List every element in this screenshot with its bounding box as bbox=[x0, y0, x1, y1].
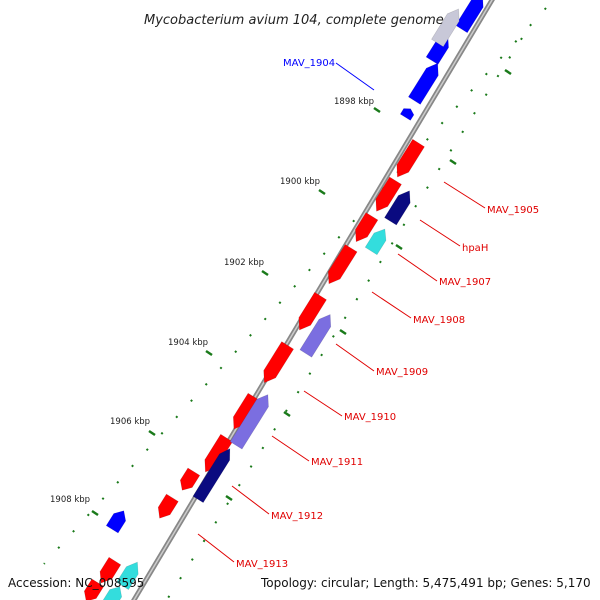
label-connectors bbox=[197, 62, 486, 563]
label-connector bbox=[397, 253, 438, 282]
navy-gene-arrow[interactable] bbox=[192, 448, 231, 504]
label-connector bbox=[335, 62, 375, 91]
gene-label-mav-1910[interactable]: MAV_1910 bbox=[344, 412, 396, 423]
gene-label-mav-1908[interactable]: MAV_1908 bbox=[413, 315, 465, 326]
forward-gene-arrow[interactable] bbox=[375, 176, 402, 212]
gene-label-mav-1907[interactable]: MAV_1907 bbox=[439, 277, 491, 288]
forward-gene-arrow[interactable] bbox=[99, 556, 122, 584]
cyan-gene-arrow[interactable] bbox=[102, 586, 123, 600]
gene-label-mav-1913[interactable]: MAV_1913 bbox=[236, 559, 288, 570]
label-connector bbox=[335, 343, 375, 372]
reverse-gene-arrow[interactable] bbox=[399, 108, 415, 121]
gene-label-mav-1905[interactable]: MAV_1905 bbox=[487, 205, 539, 216]
major-tick bbox=[225, 494, 233, 502]
reverse-gene-arrow[interactable] bbox=[455, 0, 484, 34]
major-tick bbox=[339, 328, 347, 336]
forward-gene-arrow[interactable] bbox=[83, 578, 105, 600]
tick-labels: 1898 kbp 1900 kbp 1902 kbp 1904 kbp 1906… bbox=[50, 97, 374, 505]
tick-label: 1904 kbp bbox=[168, 338, 208, 348]
genome-summary-text: Topology: circular; Length: 5,475,491 bp… bbox=[260, 576, 591, 590]
gene-labels: MAV_1904 MAV_1905 hpaH MAV_1907 MAV_1908… bbox=[236, 58, 539, 570]
inner-dotted-guide bbox=[167, 37, 523, 599]
reverse-gene-arrow[interactable] bbox=[105, 510, 127, 534]
major-tick bbox=[283, 410, 291, 418]
label-connector bbox=[419, 219, 461, 247]
accession-text: Accession: NC_008595 bbox=[8, 576, 144, 590]
major-tick bbox=[261, 269, 269, 277]
gene-label-mav-1911[interactable]: MAV_1911 bbox=[311, 457, 363, 468]
grey-gene-arrow[interactable] bbox=[431, 8, 460, 48]
label-connector bbox=[443, 181, 486, 209]
reverse-gene-arrow[interactable] bbox=[407, 62, 439, 105]
gene-label-mav-1909[interactable]: MAV_1909 bbox=[376, 367, 428, 378]
forward-gene-arrow[interactable] bbox=[179, 467, 201, 491]
purple-gene-arrow[interactable] bbox=[229, 394, 269, 450]
tick-marks bbox=[91, 68, 512, 517]
label-connector bbox=[271, 435, 310, 462]
label-connector bbox=[197, 533, 235, 563]
major-tick bbox=[504, 68, 512, 76]
tick-label: 1900 kbp bbox=[280, 177, 320, 187]
label-connector bbox=[303, 390, 343, 417]
outer-dotted-guide bbox=[43, 7, 547, 565]
tick-label: 1902 kbp bbox=[224, 258, 264, 268]
gene-label-mav-1912[interactable]: MAV_1912 bbox=[271, 511, 323, 522]
tick-label: 1906 kbp bbox=[110, 417, 150, 427]
gene-features bbox=[83, 0, 484, 600]
forward-gene-arrow[interactable] bbox=[298, 291, 327, 331]
map-title: Mycobacterium avium 104, complete genome bbox=[144, 13, 444, 28]
forward-gene-arrow[interactable] bbox=[157, 493, 179, 519]
navy-gene-arrow[interactable] bbox=[384, 190, 411, 226]
major-tick bbox=[318, 188, 326, 196]
forward-gene-arrow[interactable] bbox=[327, 244, 358, 285]
cyan-gene-arrow[interactable] bbox=[116, 561, 139, 591]
major-tick bbox=[373, 106, 381, 114]
forward-gene-arrow[interactable] bbox=[355, 212, 379, 243]
forward-gene-arrow[interactable] bbox=[396, 138, 425, 178]
label-connector bbox=[371, 291, 412, 319]
gene-label-hpah[interactable]: hpaH bbox=[462, 243, 488, 254]
major-tick bbox=[205, 349, 213, 357]
major-tick bbox=[449, 158, 457, 166]
major-tick bbox=[91, 509, 99, 517]
cyan-gene-arrow[interactable] bbox=[364, 228, 387, 256]
purple-gene-arrow[interactable] bbox=[299, 314, 332, 358]
tick-label: 1898 kbp bbox=[334, 97, 374, 107]
label-connector bbox=[231, 485, 270, 515]
gene-label-mav-1904[interactable]: MAV_1904 bbox=[283, 58, 335, 69]
forward-gene-arrow[interactable] bbox=[263, 341, 295, 384]
tick-label: 1908 kbp bbox=[50, 495, 90, 505]
major-tick bbox=[148, 429, 156, 437]
major-tick bbox=[395, 243, 403, 251]
